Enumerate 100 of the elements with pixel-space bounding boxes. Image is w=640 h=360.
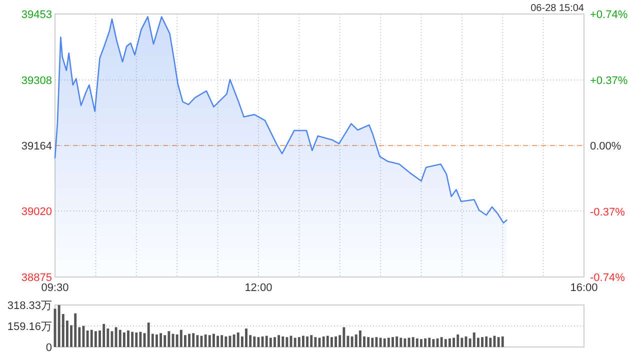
bar (432, 339, 435, 347)
x-tick-label: 09:30 (41, 282, 69, 294)
bar (387, 338, 390, 347)
bar (286, 337, 288, 347)
bar (236, 332, 240, 347)
y2-tick-label: +0.74% (590, 9, 628, 21)
y-tick-label: 38875 (21, 272, 52, 284)
bar (367, 337, 370, 347)
bar (428, 338, 431, 347)
y2-tick-label: -0.37% (590, 206, 626, 218)
bar (265, 336, 268, 347)
bar (326, 336, 329, 347)
bar (412, 337, 414, 347)
bar (216, 336, 219, 347)
bar (314, 337, 317, 347)
x-tick-label: 16:00 (570, 282, 598, 294)
bar (224, 336, 228, 347)
bar (135, 332, 138, 347)
bar (456, 334, 460, 347)
y-tick-label: 39453 (21, 9, 52, 21)
bar (282, 336, 284, 347)
bar (334, 336, 337, 347)
y-tick-label: 39308 (21, 74, 52, 87)
bar (139, 332, 142, 347)
bar (440, 337, 443, 347)
y-tick-label: 318.33万 (7, 300, 52, 312)
bar (416, 338, 418, 347)
bar (497, 337, 500, 347)
bar (131, 332, 134, 347)
bar (342, 327, 346, 347)
bar (379, 338, 382, 347)
bar (257, 337, 260, 347)
bar (444, 339, 447, 347)
bar (90, 330, 93, 347)
bar (253, 336, 256, 347)
y2-tick-label: -0.74% (590, 272, 626, 284)
bar (160, 333, 162, 347)
bar (460, 338, 464, 347)
y-tick-label: 39020 (21, 206, 52, 218)
bar (180, 330, 182, 347)
bar (392, 337, 394, 347)
bar (375, 337, 378, 347)
bar (489, 338, 492, 347)
bar (383, 338, 386, 347)
bar (156, 334, 158, 347)
y2-tick-label: +0.37% (590, 74, 628, 87)
bar (400, 338, 402, 347)
bar (404, 338, 406, 347)
bar (310, 335, 313, 347)
bar (176, 334, 178, 347)
bar (302, 336, 304, 347)
bar (192, 333, 195, 347)
bar (481, 337, 484, 347)
bar (278, 335, 280, 347)
bar (245, 328, 248, 347)
bar (420, 339, 422, 347)
bar (220, 335, 224, 347)
bar (232, 334, 236, 347)
bar (58, 305, 60, 347)
bar (322, 336, 325, 347)
bar (358, 330, 362, 347)
y-tick-label: 0 (46, 342, 52, 354)
text: 06-28 15:04 (530, 3, 584, 14)
bar (396, 336, 398, 347)
bar (501, 336, 504, 347)
bar (371, 338, 374, 347)
bar (298, 337, 300, 347)
bar (448, 338, 451, 347)
bar (168, 331, 170, 347)
bar (122, 332, 126, 347)
bar (102, 324, 106, 347)
bar (110, 331, 114, 347)
y-tick-label: 39164 (21, 140, 52, 152)
y2-tick-label: 0.00% (590, 140, 622, 152)
bar (164, 335, 166, 347)
bar (330, 337, 333, 347)
bar (485, 336, 488, 347)
bar (118, 330, 122, 347)
bar (472, 332, 476, 347)
x-tick-label: 12:00 (244, 282, 272, 294)
bar (208, 335, 211, 347)
bar (306, 336, 309, 347)
bar (261, 336, 264, 347)
bar (74, 313, 77, 347)
bar (294, 338, 296, 347)
bar (86, 330, 89, 347)
bar (424, 338, 427, 347)
bar (204, 334, 207, 347)
bar (269, 338, 272, 347)
bar (127, 330, 130, 347)
bar (212, 334, 215, 347)
bar (354, 334, 358, 347)
bar (452, 338, 456, 347)
bar (196, 335, 199, 347)
bar (188, 334, 191, 347)
bar (147, 322, 150, 347)
bar (274, 337, 276, 347)
bar (350, 336, 354, 347)
bar (94, 331, 97, 347)
bar (114, 327, 118, 347)
